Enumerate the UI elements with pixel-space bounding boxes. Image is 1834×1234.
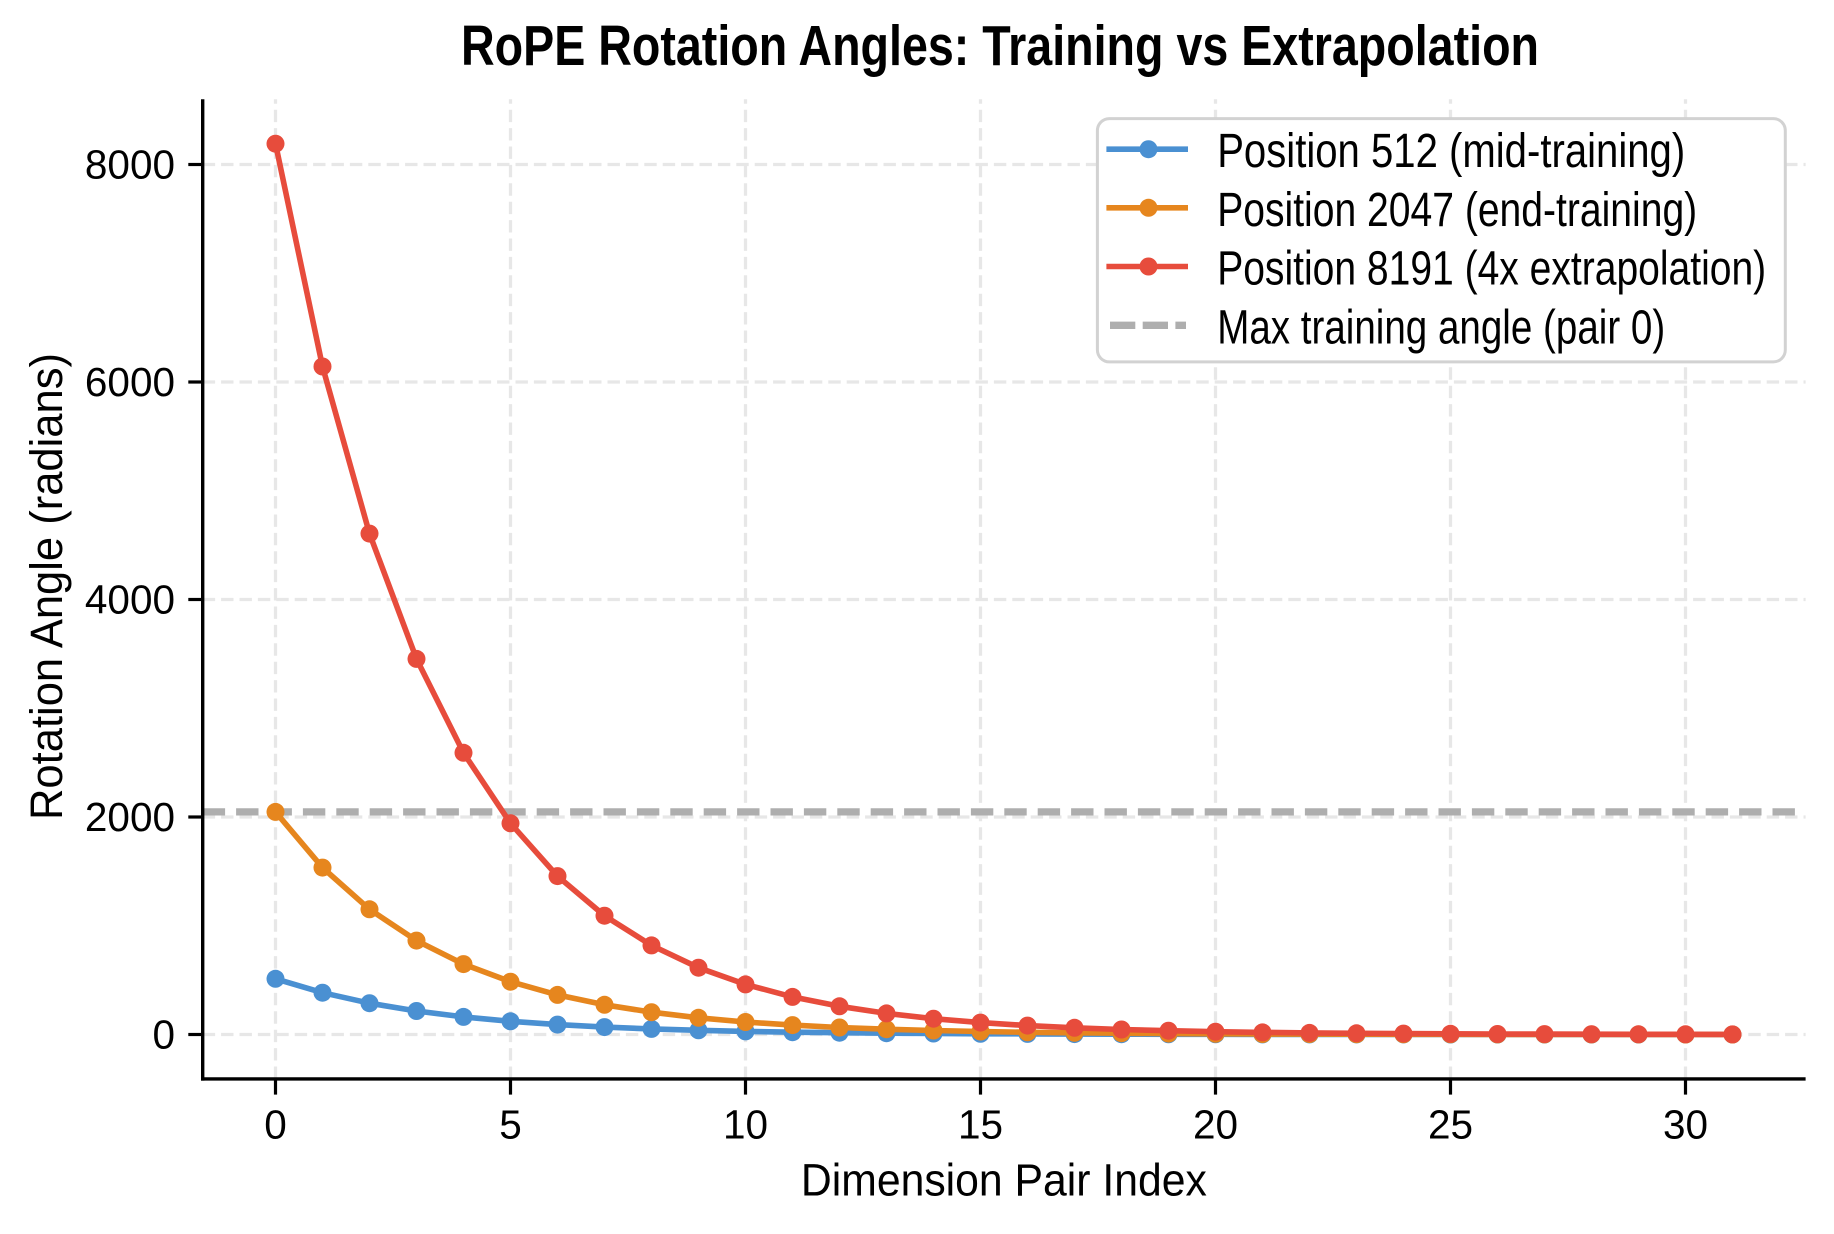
svg-text:0: 0 <box>152 1012 175 1058</box>
svg-text:2000: 2000 <box>85 794 175 840</box>
svg-text:0: 0 <box>264 1102 287 1148</box>
svg-text:25: 25 <box>1428 1102 1473 1148</box>
svg-text:Rotation Angle (radians): Rotation Angle (radians) <box>21 353 72 820</box>
svg-text:5: 5 <box>499 1102 522 1148</box>
svg-text:6000: 6000 <box>85 359 175 405</box>
svg-text:4000: 4000 <box>85 577 175 623</box>
svg-text:Dimension Pair Index: Dimension Pair Index <box>801 1154 1207 1205</box>
svg-text:Max training angle (pair 0): Max training angle (pair 0) <box>1217 301 1665 354</box>
svg-text:Position 2047 (end-training): Position 2047 (end-training) <box>1217 184 1697 237</box>
svg-text:10: 10 <box>723 1102 768 1148</box>
svg-text:15: 15 <box>958 1102 1003 1148</box>
svg-text:Position 8191 (4x extrapolatio: Position 8191 (4x extrapolation) <box>1217 243 1766 296</box>
svg-text:30: 30 <box>1663 1102 1708 1148</box>
svg-text:RoPE Rotation Angles: Training: RoPE Rotation Angles: Training vs Extrap… <box>461 14 1539 78</box>
svg-text:Position 512 (mid-training): Position 512 (mid-training) <box>1217 125 1685 178</box>
svg-text:20: 20 <box>1193 1102 1238 1148</box>
svg-text:8000: 8000 <box>85 142 175 188</box>
